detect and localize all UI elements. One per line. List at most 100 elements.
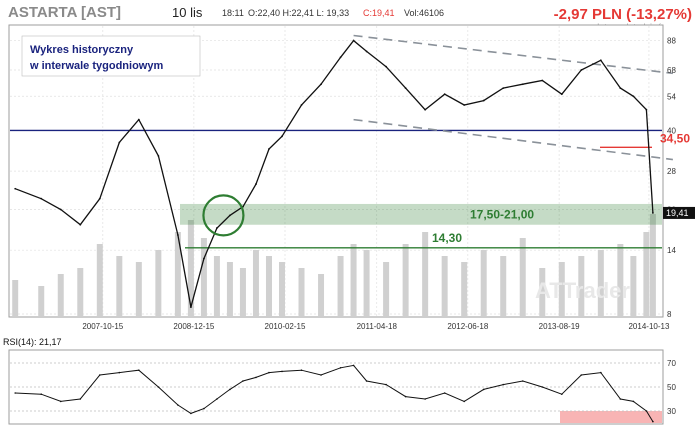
volume-bar bbox=[135, 262, 142, 316]
zone-band bbox=[180, 203, 662, 225]
price-point bbox=[645, 108, 648, 111]
rsi-y-tick-label: 50 bbox=[667, 383, 676, 392]
rsi-point bbox=[352, 364, 355, 367]
rsi-point bbox=[138, 369, 140, 372]
price-point bbox=[255, 183, 257, 185]
ticker: ASTARTA [AST] bbox=[8, 4, 121, 21]
price-point bbox=[521, 83, 524, 86]
price-point bbox=[216, 227, 218, 229]
rsi-point bbox=[560, 393, 563, 396]
zone-label: 17,50-21,00 bbox=[470, 207, 534, 221]
y-tick-label: 68 bbox=[667, 66, 676, 75]
price-point bbox=[502, 87, 505, 90]
y-tick-label: 28 bbox=[667, 167, 676, 176]
x-tick-label: 2011-04-18 bbox=[357, 322, 398, 331]
rsi-point bbox=[385, 383, 387, 386]
rsi-point bbox=[521, 380, 524, 382]
price-point bbox=[651, 212, 654, 214]
x-axis: 2007-10-15 2008-12-15 2010-02-15 2011-04-18… bbox=[82, 322, 670, 331]
rsi-point bbox=[255, 376, 257, 379]
rsi-point bbox=[600, 371, 602, 374]
level-label: 14,30 bbox=[432, 231, 462, 245]
rsi-point bbox=[229, 388, 231, 391]
rsi-oversold-zone bbox=[560, 411, 662, 423]
price-point bbox=[404, 87, 407, 90]
annotation-box-frame bbox=[21, 35, 201, 77]
rsi-point bbox=[365, 380, 368, 382]
x-tick-label: 2012-06-18 bbox=[447, 322, 488, 331]
y-tick-label: 8 bbox=[667, 310, 672, 319]
rsi-point bbox=[242, 380, 244, 382]
trend-line bbox=[353, 118, 673, 161]
price-points bbox=[14, 39, 654, 308]
rsi-title: RSI(14): 21,17 bbox=[3, 337, 62, 347]
price-y-axis: 814202840546888 bbox=[667, 37, 676, 319]
rsi-point bbox=[203, 407, 205, 410]
price-point bbox=[189, 306, 192, 308]
volume-bar bbox=[239, 268, 246, 316]
ohlc: O:22,40 H:22,41 L: 19,33 bbox=[248, 8, 349, 18]
price-point bbox=[385, 65, 388, 68]
volume-bar bbox=[402, 244, 409, 316]
rsi-point bbox=[632, 400, 635, 403]
volume-bar bbox=[155, 250, 162, 316]
price-point bbox=[98, 197, 101, 200]
y-tick-label: 14 bbox=[667, 246, 676, 255]
rsi-zone-band bbox=[560, 411, 662, 423]
price-point bbox=[560, 93, 563, 96]
rsi-point bbox=[268, 371, 270, 374]
close: C:19,41 bbox=[363, 8, 395, 18]
rsi-point bbox=[652, 420, 654, 423]
volume-bar bbox=[441, 256, 448, 316]
rsi-point bbox=[14, 392, 17, 394]
price-point bbox=[137, 118, 140, 121]
volume-bar bbox=[363, 250, 370, 316]
volume-bar bbox=[649, 214, 656, 316]
price-point bbox=[632, 95, 635, 98]
volume-bar bbox=[278, 262, 285, 316]
volume-bar bbox=[96, 244, 103, 316]
price-point bbox=[365, 50, 368, 53]
rsi-point bbox=[339, 367, 342, 369]
volume-bar bbox=[519, 238, 526, 316]
price-point bbox=[482, 99, 485, 102]
rsi-point bbox=[300, 369, 303, 372]
volume-bar bbox=[337, 256, 344, 316]
volume-bar bbox=[480, 250, 487, 316]
volume-bar bbox=[558, 262, 565, 316]
trend-line bbox=[353, 34, 673, 75]
price-point bbox=[424, 108, 427, 111]
price-point bbox=[118, 141, 121, 144]
highlight-circle bbox=[202, 194, 245, 237]
volume-bar bbox=[38, 286, 45, 316]
price-point bbox=[320, 83, 322, 86]
rsi-y-axis: 30 50 70 bbox=[667, 359, 676, 416]
price-point bbox=[281, 135, 283, 138]
rsi-point bbox=[79, 398, 82, 400]
time: 18:11 bbox=[222, 8, 244, 18]
x-tick-label: 2007-10-15 bbox=[82, 322, 123, 331]
period: 10 lis bbox=[172, 5, 203, 20]
rsi-grid bbox=[10, 362, 662, 412]
price-point bbox=[580, 69, 583, 71]
volume-bar bbox=[213, 256, 220, 316]
rsi-point bbox=[541, 386, 544, 388]
price-point bbox=[40, 197, 43, 200]
last-price-tag: 19,41 bbox=[663, 206, 695, 219]
trend-lines bbox=[353, 34, 673, 161]
last-price-tag-bg bbox=[663, 206, 695, 219]
x-tick-label: 2010-02-15 bbox=[265, 322, 306, 331]
volume-bar bbox=[383, 262, 390, 316]
price-point bbox=[599, 59, 602, 62]
volume-bar bbox=[200, 238, 207, 316]
volume-bar bbox=[578, 256, 585, 316]
rsi-point bbox=[190, 412, 192, 415]
price-point bbox=[229, 214, 231, 217]
rsi-point bbox=[482, 388, 485, 391]
volume-bar bbox=[57, 274, 64, 316]
rsi-point bbox=[404, 395, 407, 398]
rsi-point bbox=[463, 400, 465, 403]
price-point bbox=[203, 257, 205, 260]
price-point bbox=[176, 234, 179, 236]
price-point bbox=[79, 223, 82, 226]
